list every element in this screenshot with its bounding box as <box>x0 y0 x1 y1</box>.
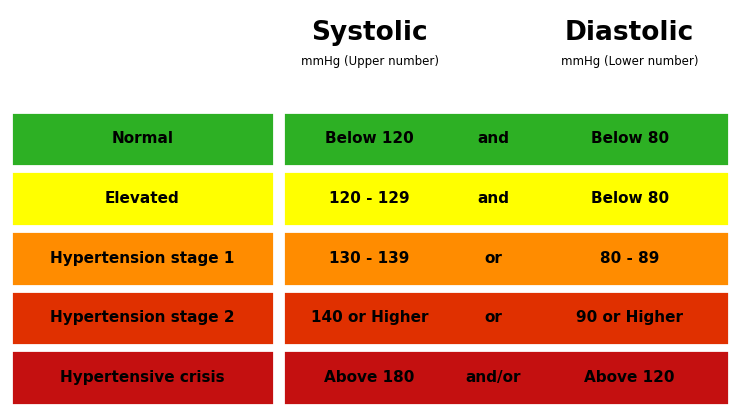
Text: Below 80: Below 80 <box>591 131 669 146</box>
FancyBboxPatch shape <box>11 350 274 405</box>
Text: Above 180: Above 180 <box>324 370 415 385</box>
FancyBboxPatch shape <box>283 231 729 285</box>
Text: Hypertension stage 1: Hypertension stage 1 <box>50 251 235 266</box>
Text: Above 120: Above 120 <box>585 370 675 385</box>
Text: Below 120: Below 120 <box>326 131 414 146</box>
Text: Normal: Normal <box>112 131 173 146</box>
FancyBboxPatch shape <box>11 231 274 285</box>
Text: mmHg (Lower number): mmHg (Lower number) <box>561 55 699 68</box>
FancyBboxPatch shape <box>11 290 274 345</box>
Text: 90 or Higher: 90 or Higher <box>576 310 683 326</box>
Text: and: and <box>477 191 510 206</box>
Text: or: or <box>485 251 502 266</box>
FancyBboxPatch shape <box>283 112 729 166</box>
FancyBboxPatch shape <box>283 350 729 405</box>
Text: or: or <box>485 310 502 326</box>
Text: 120 - 129: 120 - 129 <box>329 191 410 206</box>
Text: Hypertension stage 2: Hypertension stage 2 <box>50 310 235 326</box>
Text: Systolic: Systolic <box>312 20 428 47</box>
FancyBboxPatch shape <box>11 112 274 166</box>
FancyBboxPatch shape <box>11 171 274 226</box>
Text: Hypertensive crisis: Hypertensive crisis <box>60 370 225 385</box>
Text: 140 or Higher: 140 or Higher <box>311 310 428 326</box>
Text: 80 - 89: 80 - 89 <box>600 251 659 266</box>
FancyBboxPatch shape <box>283 290 729 345</box>
Text: Elevated: Elevated <box>105 191 180 206</box>
Text: 130 - 139: 130 - 139 <box>329 251 410 266</box>
Text: Below 80: Below 80 <box>591 191 669 206</box>
Text: mmHg (Upper number): mmHg (Upper number) <box>300 55 439 68</box>
Text: Diastolic: Diastolic <box>565 20 694 47</box>
Text: and/or: and/or <box>466 370 522 385</box>
FancyBboxPatch shape <box>283 171 729 226</box>
Text: and: and <box>477 131 510 146</box>
